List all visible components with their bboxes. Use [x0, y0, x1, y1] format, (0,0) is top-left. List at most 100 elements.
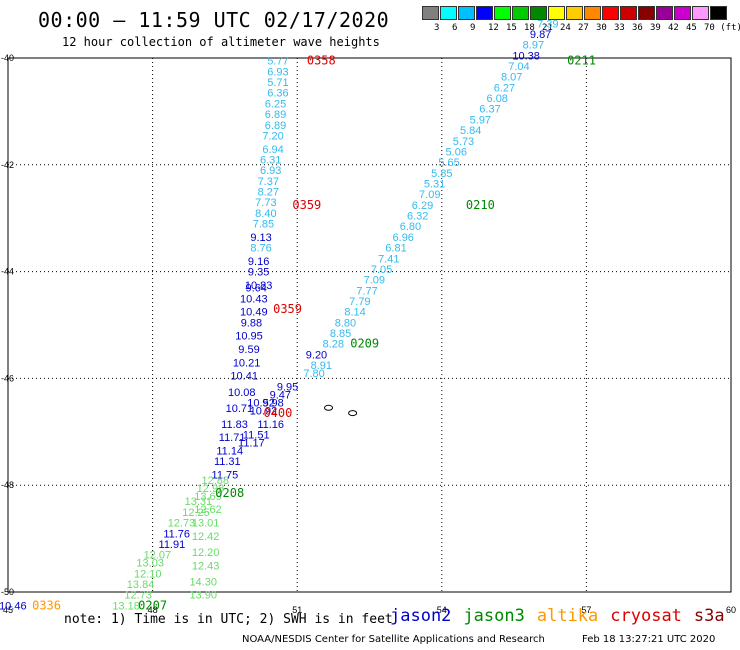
wave-height-label: 8.91: [311, 360, 332, 372]
wave-height-label: 6.27: [494, 82, 515, 94]
color-swatch: [440, 6, 457, 20]
wave-height-label: 12.25: [182, 507, 210, 519]
wave-height-label: 9.87: [530, 29, 551, 41]
color-tick-label: 3: [434, 23, 440, 33]
wave-height-label: 12.73: [168, 518, 196, 530]
wave-height-label: 9.20: [306, 349, 327, 361]
wave-height-label: 6.96: [393, 232, 414, 244]
y-tick-label: -48: [1, 480, 14, 490]
color-swatch: [476, 6, 493, 20]
wave-height-label: 6.31: [260, 154, 281, 166]
wave-height-label: 13.90: [189, 590, 217, 602]
mission-legend-item: cryosat: [610, 606, 682, 626]
wave-height-label: 14.30: [189, 576, 217, 588]
color-swatch: [494, 6, 511, 20]
wave-height-label: 10.49: [240, 307, 268, 319]
wave-height-label: 8.80: [335, 317, 356, 329]
land-outline: [324, 404, 334, 411]
wave-height-label: 7.09: [419, 189, 440, 201]
color-tick-label: 70 (ft): [704, 23, 740, 33]
y-tick-label: -42: [1, 160, 14, 170]
plot-frame: [7, 57, 732, 593]
color-tick-label: 15: [506, 23, 517, 33]
color-swatch: [656, 6, 673, 20]
wave-height-label: 13.31: [185, 496, 213, 508]
wave-height-label: 9.13: [250, 232, 271, 244]
color-tick-label: 36: [632, 23, 643, 33]
wave-height-label: 13.18: [112, 600, 140, 612]
color-tick-label: 9: [470, 23, 476, 33]
color-swatch: [422, 6, 439, 20]
wave-height-label: 10.08: [228, 387, 256, 399]
wave-height-label: 9.95: [277, 381, 298, 393]
wave-height-label: 13.03: [136, 558, 164, 570]
pass-time-label: 0210: [466, 198, 495, 212]
color-swatch: [674, 6, 691, 20]
color-swatch: [512, 6, 529, 20]
wave-height-label: 11.16: [257, 419, 284, 431]
wave-height-label: 5.85: [431, 168, 452, 180]
pass-time-label: 0209: [350, 337, 379, 351]
wave-height-label: 11.31: [214, 456, 241, 468]
wave-height-label: 11.83: [221, 419, 248, 431]
pass-time-label: 0359: [292, 198, 321, 212]
wave-height-label: 5.65: [438, 157, 459, 169]
wave-height-label: 8.07: [501, 72, 522, 84]
pass-time-label: 0359: [273, 302, 302, 316]
wave-height-label: 6.89: [265, 109, 286, 121]
wave-height-label: 8.85: [330, 328, 351, 340]
wave-height-label: 12.43: [192, 560, 220, 572]
pass-time-label: 0358: [307, 54, 336, 68]
wave-height-label: 12.10: [134, 568, 162, 580]
wave-height-label: 11.71: [219, 432, 246, 444]
color-swatch: [458, 6, 475, 20]
wave-height-label: 10.43: [240, 293, 268, 305]
wave-height-label: 7.39: [537, 18, 558, 30]
wave-height-label: 11.91: [159, 539, 186, 551]
x-tick-label: 54: [437, 605, 447, 615]
timestamp-text: Feb 18 13:27:21 UTC 2020: [582, 634, 716, 645]
wave-height-label: 11.51: [243, 429, 270, 441]
wave-height-label: 13.84: [127, 579, 155, 591]
wave-height-label: 5.73: [453, 136, 474, 148]
wave-height-label: 8.40: [255, 208, 276, 220]
wave-height-label: 8.28: [323, 339, 344, 351]
wave-height-label: 7.77: [356, 285, 377, 297]
wave-height-label: 9.59: [238, 344, 259, 356]
wave-height-label: 9.64: [246, 283, 267, 295]
pass-time-label: 0211: [567, 54, 596, 68]
wave-height-label: 7.41: [378, 253, 399, 265]
wave-height-label: 8.27: [258, 187, 279, 199]
wave-height-label: 6.25: [265, 98, 286, 110]
wave-height-label: 12.42: [192, 531, 220, 543]
page-title: 00:00 – 11:59 UTC 02/17/2020: [38, 8, 390, 32]
wave-height-label: 7.37: [258, 176, 279, 188]
x-tick-label: 45: [3, 605, 13, 615]
wave-height-label: 11.14: [216, 445, 243, 457]
color-tick-label: 42: [668, 23, 679, 33]
color-swatch: [638, 6, 655, 20]
wave-height-label: 5.06: [446, 146, 467, 158]
wave-height-label: 5.71: [267, 77, 288, 89]
color-swatch: [692, 6, 709, 20]
color-swatch: [710, 6, 727, 20]
wave-height-label: 5.97: [470, 114, 491, 126]
mission-legend-item: s3a: [693, 606, 725, 626]
wave-height-label: 9.35: [248, 267, 269, 279]
mission-legend-item: altika: [536, 606, 599, 626]
wave-height-label: 10.38: [512, 50, 540, 62]
wave-height-label: 10.95: [235, 331, 263, 343]
color-swatch: [584, 6, 601, 20]
y-tick-label: -46: [1, 373, 14, 383]
wave-height-label: 9.47: [270, 389, 291, 401]
x-tick-label: 60: [726, 605, 736, 615]
color-swatch: [530, 6, 547, 20]
wave-height-label: 6.93: [260, 165, 281, 177]
wave-height-label: 10.92: [250, 405, 278, 417]
color-swatch: [620, 6, 637, 20]
color-tick-label: 30: [596, 23, 607, 33]
wave-height-label: 6.94: [262, 144, 283, 156]
wave-height-label: 8.14: [344, 307, 365, 319]
page-subtitle: 12 hour collection of altimeter wave hei…: [62, 35, 380, 49]
